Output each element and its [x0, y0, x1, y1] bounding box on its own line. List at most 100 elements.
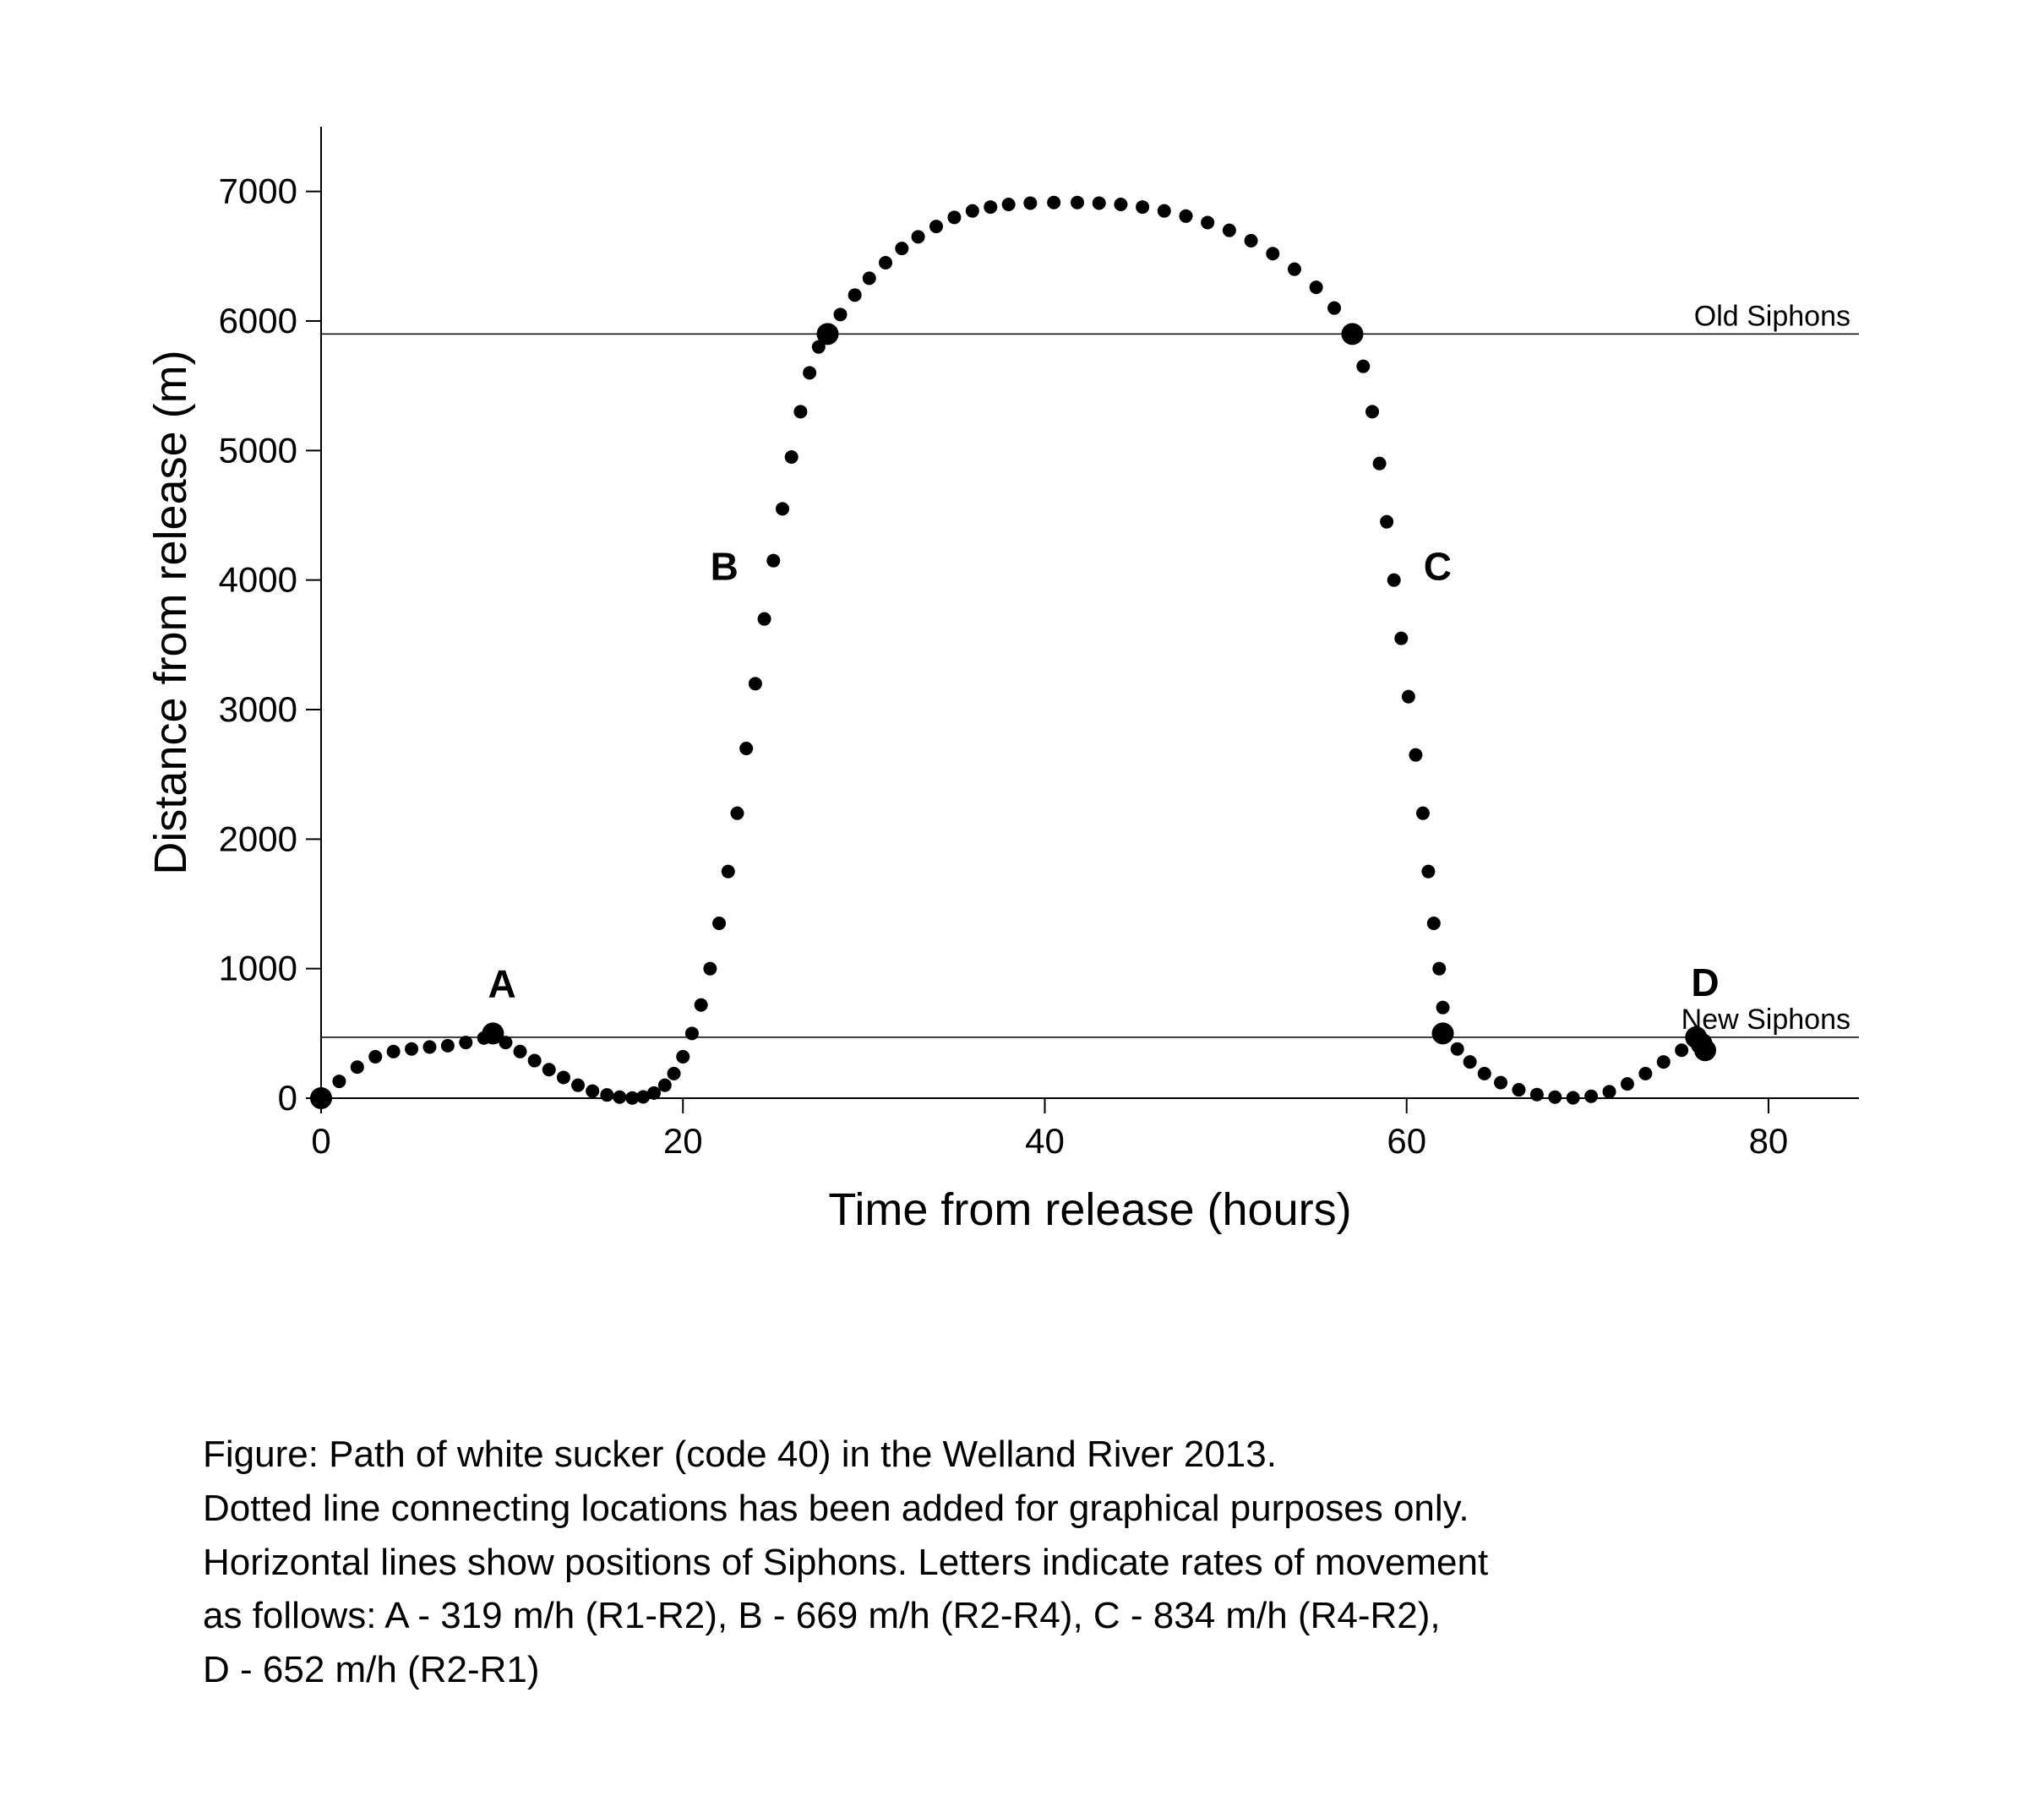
path-dot [879, 256, 892, 269]
path-dot [695, 999, 708, 1012]
path-dot [387, 1045, 401, 1058]
chart-container: Old SiphonsNew Siphons020406080010002000… [135, 101, 1910, 1284]
path-dot [1478, 1067, 1491, 1080]
path-dot [703, 962, 717, 976]
path-dot [1584, 1090, 1598, 1103]
path-dot [613, 1091, 626, 1104]
path-dot [793, 405, 807, 418]
point-label: A [488, 962, 516, 1006]
path-dot [600, 1088, 613, 1102]
point-label: C [1424, 545, 1452, 589]
path-dot [785, 450, 799, 464]
y-tick-label: 1000 [219, 949, 297, 988]
caption-line: D - 652 m/h (R2-R1) [203, 1643, 1851, 1697]
y-axis-title: Distance from release (m) [145, 350, 196, 874]
path-dot [1512, 1083, 1525, 1096]
path-dot [422, 1040, 436, 1053]
path-dot [514, 1045, 527, 1058]
path-dot [1402, 690, 1415, 704]
path-dot [848, 288, 862, 302]
path-dot [685, 1026, 699, 1040]
y-tick-label: 5000 [219, 430, 297, 470]
figure-caption: Figure: Path of white sucker (code 40) i… [203, 1428, 1851, 1697]
path-dot [1047, 196, 1060, 209]
path-dot [929, 220, 943, 233]
y-tick-label: 0 [278, 1078, 297, 1118]
path-dot [332, 1075, 346, 1088]
path-dot [1179, 209, 1192, 223]
caption-line: as follows: A - 319 m/h (R1-R2), B - 669… [203, 1589, 1851, 1643]
path-dot [1638, 1067, 1652, 1080]
path-dot [1432, 962, 1446, 976]
path-dot [1451, 1042, 1464, 1056]
y-tick-label: 2000 [219, 819, 297, 858]
path-dot [895, 242, 908, 255]
path-dot [557, 1070, 570, 1084]
path-dot [1093, 196, 1106, 209]
path-dot [1394, 632, 1408, 645]
recorded-point [1694, 1039, 1716, 1061]
reference-line-label: Old Siphons [1694, 300, 1851, 332]
path-dot [658, 1079, 672, 1092]
path-dot [542, 1063, 556, 1076]
caption-line: Figure: Path of white sucker (code 40) i… [203, 1428, 1851, 1482]
path-dot [571, 1079, 585, 1092]
recorded-point [1341, 323, 1363, 345]
y-tick-label: 7000 [219, 171, 297, 211]
path-dot [1427, 917, 1441, 930]
caption-line: Horizontal lines show positions of Sipho… [203, 1536, 1851, 1590]
x-tick-label: 20 [663, 1121, 703, 1161]
movement-chart: Old SiphonsNew Siphons020406080010002000… [135, 101, 1910, 1284]
path-dot [1136, 200, 1149, 214]
path-dot [1266, 247, 1279, 260]
path-dot [712, 917, 726, 930]
path-dot [368, 1050, 382, 1064]
y-tick-label: 6000 [219, 301, 297, 340]
path-dot [730, 807, 744, 820]
recorded-point [482, 1022, 504, 1044]
path-dot [1621, 1077, 1634, 1091]
path-dot [834, 307, 848, 321]
y-tick-label: 4000 [219, 560, 297, 600]
path-dot [1223, 224, 1236, 237]
path-dot [441, 1039, 455, 1053]
path-dot [1603, 1085, 1616, 1098]
path-dot [1114, 198, 1127, 211]
path-dot [1675, 1043, 1688, 1057]
path-dot [766, 554, 780, 568]
path-dot [966, 204, 979, 218]
path-dot [1530, 1088, 1544, 1102]
path-dot [803, 366, 816, 379]
path-dot [749, 677, 762, 690]
path-dot [1288, 263, 1301, 276]
path-dot [459, 1036, 472, 1049]
path-dot [722, 865, 735, 879]
path-dot [528, 1054, 542, 1068]
path-dot [863, 271, 876, 285]
path-dot [984, 200, 997, 214]
path-dot [1436, 1001, 1450, 1015]
path-dot [1158, 204, 1171, 218]
x-tick-label: 40 [1025, 1121, 1065, 1161]
path-dot [1464, 1055, 1477, 1069]
path-dot [1494, 1076, 1507, 1090]
path-dot [1023, 196, 1037, 209]
path-dot [1071, 196, 1084, 209]
recorded-point [817, 323, 839, 345]
recorded-point [310, 1087, 332, 1109]
path-dot [586, 1085, 599, 1098]
path-dot [1567, 1091, 1580, 1105]
path-dot [947, 210, 961, 224]
y-tick-label: 3000 [219, 689, 297, 729]
path-dot [1657, 1055, 1671, 1069]
page: Old SiphonsNew Siphons020406080010002000… [34, 34, 2044, 1778]
path-dot [405, 1042, 418, 1056]
path-dot [1373, 457, 1387, 471]
reference-line-label: New Siphons [1682, 1004, 1851, 1036]
path-dot [1416, 807, 1430, 820]
path-dot [1380, 515, 1393, 529]
path-dot [351, 1060, 364, 1074]
path-dot [1201, 215, 1214, 229]
x-tick-label: 60 [1387, 1121, 1426, 1161]
path-dot [1310, 280, 1323, 294]
